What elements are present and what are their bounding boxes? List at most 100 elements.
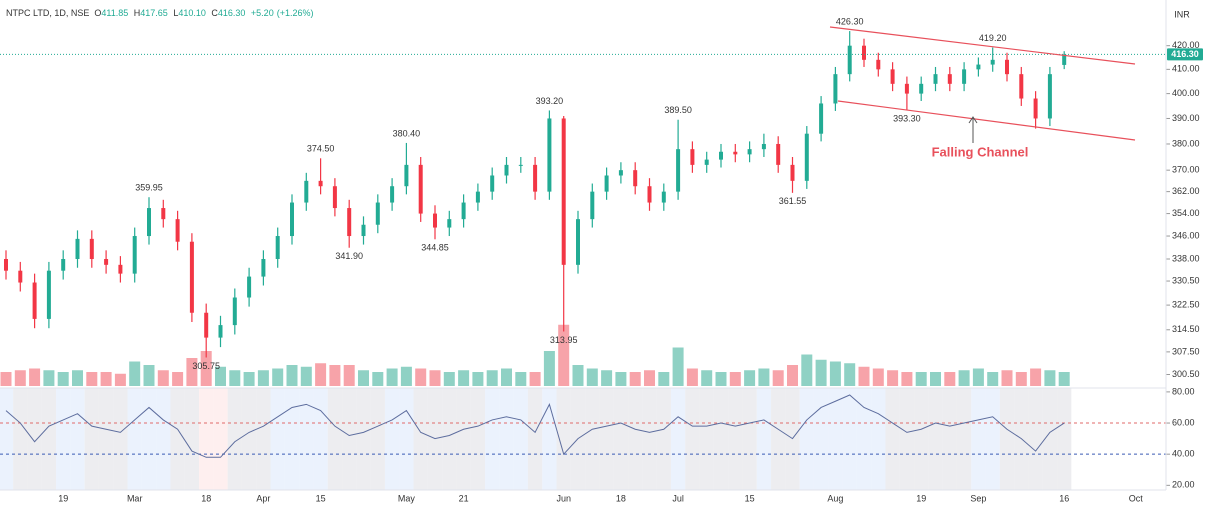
x-tick-label: 19 (916, 493, 926, 503)
candle-body (104, 259, 109, 265)
candle-body (1005, 59, 1009, 75)
rsi-zone (27, 388, 42, 490)
volume-bar (29, 368, 41, 386)
candle-body (290, 202, 294, 237)
candle-body (719, 151, 723, 160)
low-label: 305.75 (192, 361, 220, 371)
rsi-zone (985, 388, 1000, 490)
x-tick-label: Apr (256, 493, 270, 503)
rsi-zone (41, 388, 57, 490)
rsi-tick-label: 80.00 (1172, 386, 1195, 396)
volume-bar (386, 368, 398, 386)
candle-body (361, 224, 366, 237)
candle-body (46, 270, 51, 319)
candle-body (804, 133, 809, 181)
volume-bar (844, 363, 856, 386)
rsi-zone (199, 388, 214, 490)
ohlc-letter: C (211, 8, 218, 18)
y-tick-label: 300.50 (1172, 369, 1200, 379)
volume-bar (729, 372, 741, 386)
channel-lower-line (837, 100, 1136, 141)
rsi-zone (470, 388, 486, 490)
x-tick-label: Aug (827, 493, 843, 503)
candle-body (790, 164, 795, 181)
rsi-zone (756, 388, 772, 490)
volume-bar (815, 359, 827, 386)
volume-bar (1058, 372, 1070, 386)
x-tick-label: 18 (201, 493, 211, 503)
rsi-zone (384, 388, 400, 490)
x-tick-label: 18 (616, 493, 626, 503)
candle-body (1019, 74, 1024, 99)
candle-body (475, 191, 480, 203)
rsi-zone (599, 388, 614, 490)
ohlc-letter: L (173, 8, 179, 18)
rsi-zone (241, 388, 257, 490)
volume-bar (129, 361, 141, 386)
rsi-zone (885, 388, 900, 490)
volume-bar (958, 370, 970, 386)
plot-layer: 420.00 410.00 400.00 390.00 380.00 370.00 362.… (0, 16, 1203, 503)
candle-body (533, 164, 538, 192)
rsi-zone (299, 388, 314, 490)
volume-bar (543, 351, 555, 386)
candle-body (962, 69, 967, 84)
candle-body (461, 202, 466, 220)
volume-bar (415, 368, 427, 386)
candle-body (647, 186, 652, 203)
candle-body (933, 74, 938, 84)
volume-bar (14, 370, 26, 386)
candle-body (676, 149, 681, 192)
candle-body (189, 241, 194, 313)
low-value: 410.10 (178, 8, 206, 18)
volume-bar (372, 372, 384, 386)
symbol-header: NTPC LTD, 1D, NSE O411.85 H417.65 L410.1… (6, 8, 316, 18)
rsi-zone (956, 388, 972, 490)
volume-bar (987, 372, 999, 386)
candle-body (633, 170, 638, 187)
rsi-zone (856, 388, 872, 490)
candle-body (204, 312, 209, 338)
rsi-zone (670, 388, 686, 490)
x-tick-label: 19 (58, 493, 68, 503)
volume-bar (615, 372, 627, 386)
rsi-zone (656, 388, 671, 490)
x-tick-label: Mar (127, 493, 143, 503)
y-tick-label: 390.00 (1172, 113, 1200, 123)
volume-bar (215, 366, 226, 386)
candle-body (747, 149, 752, 155)
candle-body (89, 238, 94, 260)
x-tick-label: 15 (745, 493, 755, 503)
candle-body (161, 208, 166, 220)
volume-bar (787, 365, 798, 386)
volume-bar (100, 372, 112, 386)
candle-body (819, 103, 824, 134)
volume-bar (715, 372, 727, 386)
candle-body (61, 259, 66, 271)
candle-body (661, 191, 666, 203)
last-price-label: 416.30 (1171, 49, 1199, 59)
candle-body (4, 259, 8, 271)
volume-bar (1001, 370, 1013, 386)
x-tick-label: May (398, 493, 416, 503)
rsi-zone (213, 388, 228, 490)
rsi-zone (542, 388, 557, 490)
rsi-zone (256, 388, 271, 490)
candle-body (890, 69, 895, 84)
candle-body (847, 45, 852, 75)
volume-bar (686, 368, 698, 386)
high-label: 389.50 (664, 105, 692, 115)
volume-bar (272, 368, 284, 386)
volume-bar (114, 373, 126, 386)
rsi-zone (1057, 388, 1072, 490)
candle-body (247, 276, 252, 298)
x-tick-label: Jun (556, 493, 571, 503)
volume-bar (944, 372, 956, 386)
rsi-zone (0, 388, 14, 490)
volume-bar (572, 365, 584, 386)
y-tick-label: 354.00 (1172, 208, 1200, 218)
volume-bar (915, 372, 927, 386)
volume-bar (72, 370, 83, 386)
candle-body (18, 270, 23, 283)
